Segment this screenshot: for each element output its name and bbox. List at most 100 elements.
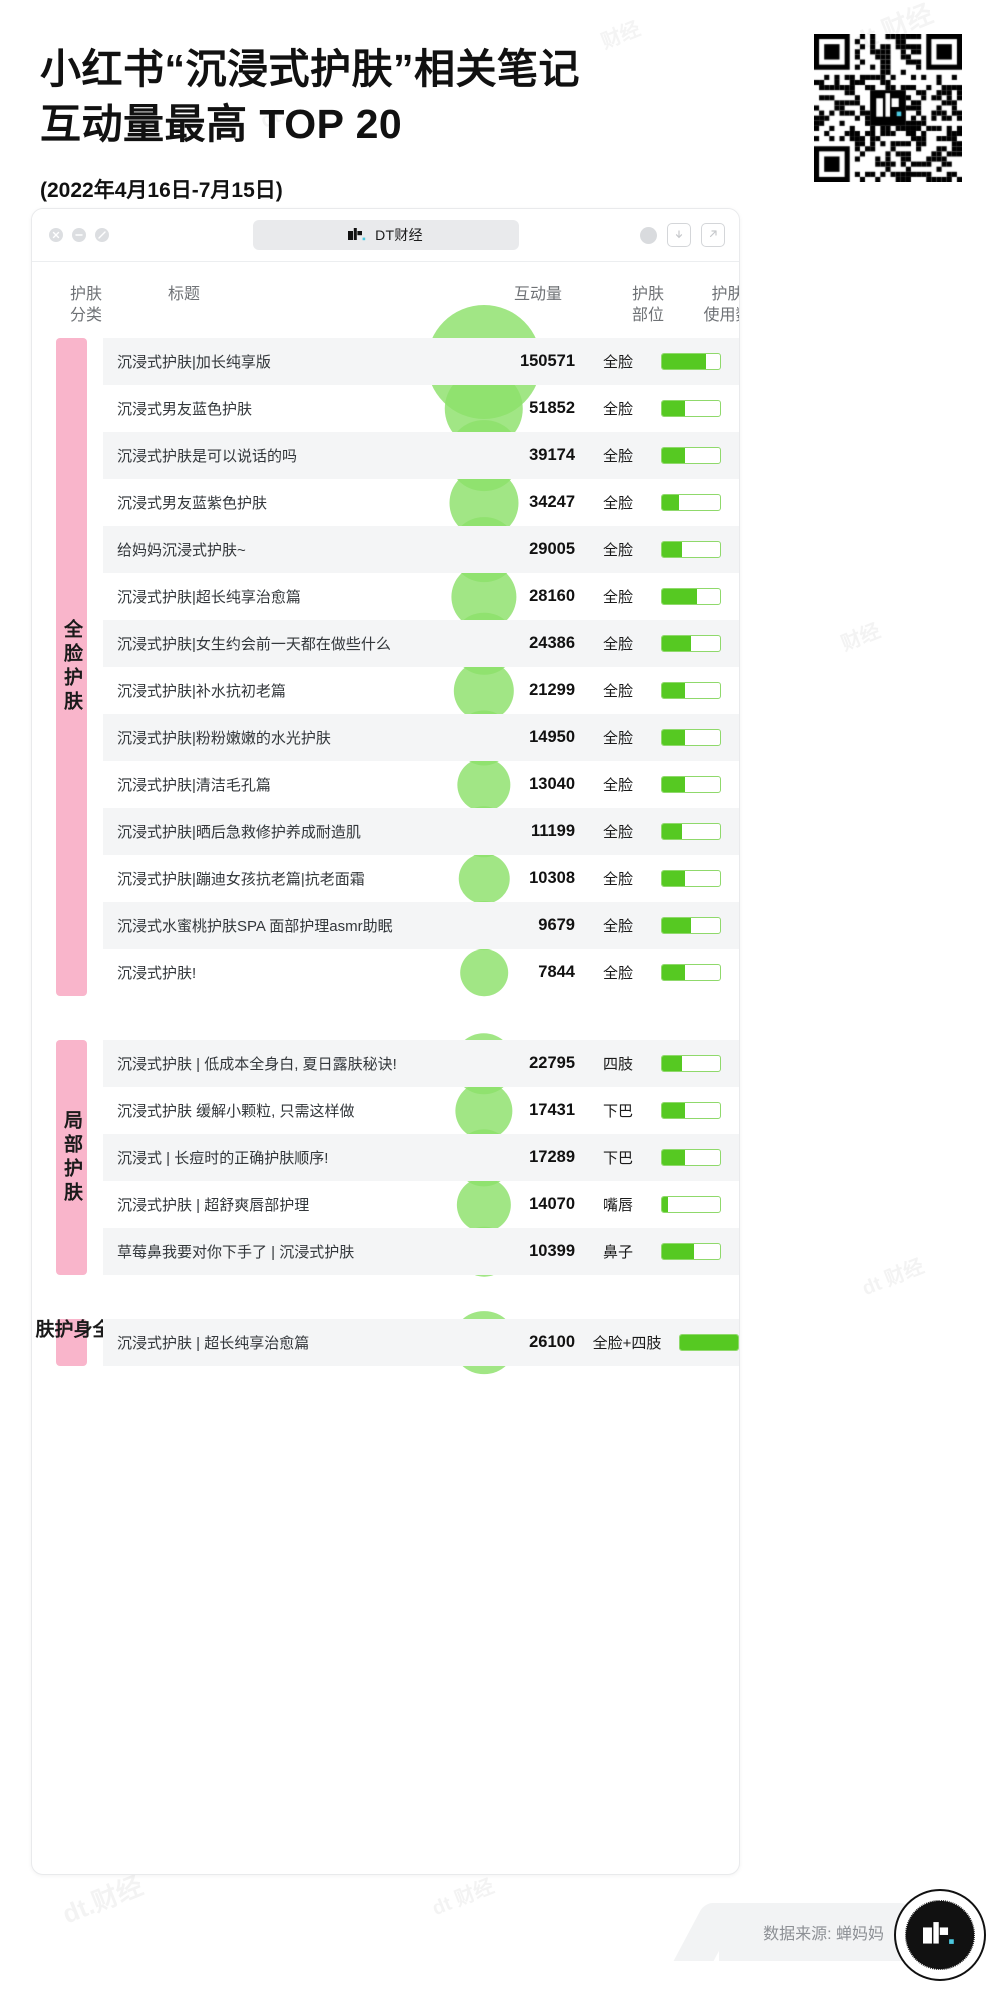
column-header-part: 护肤 部位 <box>631 286 664 325</box>
progress-fill <box>662 1103 686 1118</box>
progress-track <box>661 400 721 417</box>
profile-avatar[interactable] <box>640 226 657 244</box>
table-row[interactable]: 沉浸式 | 长痘时的正确护肤顺序! 17289 下巴 8 <box>103 1134 739 1181</box>
row-skin-part: 鼻子 <box>602 1244 633 1261</box>
row-product-count-bar <box>661 635 723 652</box>
table-group: 全脸护肤 沉浸式护肤|加长纯享版 150571 全脸 15 沉浸式男友蓝色护肤 51852 全… <box>32 304 739 997</box>
progress-fill <box>662 965 686 980</box>
row-skin-part: 全脸 <box>602 495 633 512</box>
row-engagement-value: 22795 <box>529 1054 575 1072</box>
table-row[interactable]: 沉浸式护肤|蹦迪女孩抗老篇|抗老面霜 10308 全脸 8 <box>103 855 739 902</box>
table-row[interactable]: 沉浸式护肤是可以说话的吗 39174 全脸 8 <box>103 432 739 479</box>
progress-fill <box>662 730 686 745</box>
row-skin-part: 下巴 <box>602 1150 633 1167</box>
row-product-count-bar <box>679 1334 739 1351</box>
progress-track <box>661 964 721 981</box>
progress-track <box>661 635 721 652</box>
row-bubble-cell <box>415 573 499 620</box>
table-row[interactable]: 沉浸式护肤! 7844 全脸 8 <box>103 949 739 996</box>
row-engagement-value: 24386 <box>529 634 575 652</box>
row-bubble-cell <box>415 526 499 573</box>
row-skin-part: 全脸+四肢 <box>592 1335 662 1352</box>
row-title: 草莓鼻我要对你下手了 | 沉浸式护肤 <box>117 1244 355 1261</box>
progress-track <box>661 353 721 370</box>
address-bar[interactable]: DT财经 <box>252 220 519 250</box>
row-product-count-bar <box>661 964 723 981</box>
close-icon[interactable] <box>49 228 63 242</box>
row-skin-part: 下巴 <box>602 1103 633 1120</box>
table-row[interactable]: 沉浸式护肤|补水抗初老篇 21299 全脸 8 <box>103 667 739 714</box>
category-label-局部护肤: 局部护肤 <box>56 1040 87 1275</box>
row-product-count-bar <box>661 541 723 558</box>
row-bubble-cell <box>415 1181 499 1228</box>
table-row[interactable]: 给妈妈沉浸式护肤~ 29005 全脸 7 <box>103 526 739 573</box>
row-product-count-bar <box>661 917 723 934</box>
row-engagement-value: 26100 <box>529 1333 575 1351</box>
address-bar-text: DT财经 <box>375 227 423 243</box>
table-row[interactable]: 沉浸式护肤|女生约会前一天都在做些什么 24386 全脸 10 <box>103 620 739 667</box>
progress-fill <box>662 401 686 416</box>
row-title: 沉浸式护肤|蹦迪女孩抗老篇|抗老面霜 <box>117 871 365 888</box>
row-engagement-value: 14950 <box>529 728 575 746</box>
row-bubble-cell <box>415 714 499 761</box>
table-row[interactable]: 沉浸式男友蓝紫色护肤 34247 全脸 6 <box>103 479 739 526</box>
group-spacer <box>32 1275 739 1319</box>
table-row[interactable]: 沉浸式护肤 | 低成本全身白, 夏日露肤秘诀! 22795 四肢 7 <box>103 1040 739 1087</box>
row-title: 沉浸式水蜜桃护肤SPA 面部护理asmr助眠 <box>117 918 393 935</box>
row-title: 沉浸式护肤是可以说话的吗 <box>117 448 298 465</box>
row-bubble-cell <box>415 1319 499 1366</box>
row-title: 沉浸式护肤|晒后急救修护养成耐造肌 <box>117 824 361 841</box>
row-skin-part: 全脸 <box>602 448 633 465</box>
progress-track <box>661 823 721 840</box>
progress-track <box>661 588 721 605</box>
qr-code-icon[interactable] <box>814 34 962 182</box>
progress-fill <box>662 777 686 792</box>
table-row[interactable]: 沉浸式护肤 | 超舒爽唇部护理 14070 嘴唇 2 <box>103 1181 739 1228</box>
progress-track <box>661 447 721 464</box>
window-action-buttons[interactable] <box>640 223 725 247</box>
watermark: dt 财经 <box>857 1249 928 1302</box>
row-product-count-value: 8 <box>723 399 739 418</box>
minimize-icon[interactable] <box>72 228 86 242</box>
row-title: 沉浸式护肤|女生约会前一天都在做些什么 <box>117 636 391 653</box>
row-skin-part: 全脸 <box>602 636 633 653</box>
progress-fill <box>662 636 691 651</box>
table-row[interactable]: 沉浸式护肤 缓解小颗粒, 只需这样做 17431 下巴 8 <box>103 1087 739 1134</box>
progress-track <box>661 917 721 934</box>
maximize-icon[interactable] <box>95 228 109 242</box>
row-engagement-value: 11199 <box>530 822 575 840</box>
source-tab: 数据来源: 蝉妈妈 <box>719 1903 910 1961</box>
table-row[interactable]: 沉浸式护肤|清洁毛孔篇 13040 全脸 8 <box>103 761 739 808</box>
row-bubble-cell <box>415 1087 499 1134</box>
row-title: 沉浸式护肤 缓解小颗粒, 只需这样做 <box>117 1103 355 1120</box>
progress-fill <box>662 1150 686 1165</box>
row-engagement-value: 17431 <box>529 1101 575 1119</box>
row-product-count-bar <box>661 1243 723 1260</box>
table-row[interactable]: 沉浸式护肤|粉粉嫩嫩的水光护肤 14950 全脸 8 <box>103 714 739 761</box>
row-engagement-value: 13040 <box>529 775 575 793</box>
row-title: 沉浸式男友蓝色护肤 <box>117 401 253 418</box>
row-product-count-value: 8 <box>723 1148 739 1167</box>
progress-track <box>661 870 721 887</box>
share-icon[interactable] <box>701 223 725 247</box>
row-product-count-bar <box>661 1055 723 1072</box>
progress-fill <box>662 1056 683 1071</box>
window-controls[interactable] <box>49 228 109 242</box>
row-engagement-value: 28160 <box>529 587 575 605</box>
table-row[interactable]: 沉浸式护肤|晒后急救修护养成耐造肌 11199 全脸 7 <box>103 808 739 855</box>
download-icon[interactable] <box>667 223 691 247</box>
category-label-text: 局部护肤 <box>61 1109 82 1206</box>
row-engagement-value: 9679 <box>538 916 575 934</box>
row-skin-part: 全脸 <box>602 965 633 982</box>
table-row[interactable]: 沉浸式护肤|加长纯享版 150571 全脸 15 <box>103 338 739 385</box>
table-rows: 沉浸式护肤 | 低成本全身白, 夏日露肤秘诀! 22795 四肢 7 沉浸式护肤 缓解小… <box>103 1040 739 1275</box>
table-row[interactable]: 沉浸式护肤|超长纯享治愈篇 28160 全脸 12 <box>103 573 739 620</box>
row-product-count-value: 8 <box>723 681 739 700</box>
table-row[interactable]: 沉浸式男友蓝色护肤 51852 全脸 8 <box>103 385 739 432</box>
row-bubble-cell <box>415 1228 499 1275</box>
table-row[interactable]: 沉浸式水蜜桃护肤SPA 面部护理asmr助眠 9679 全脸 10 <box>103 902 739 949</box>
table-row[interactable]: 草莓鼻我要对你下手了 | 沉浸式护肤 10399 鼻子 11 <box>103 1228 739 1275</box>
row-skin-part: 全脸 <box>602 401 633 418</box>
